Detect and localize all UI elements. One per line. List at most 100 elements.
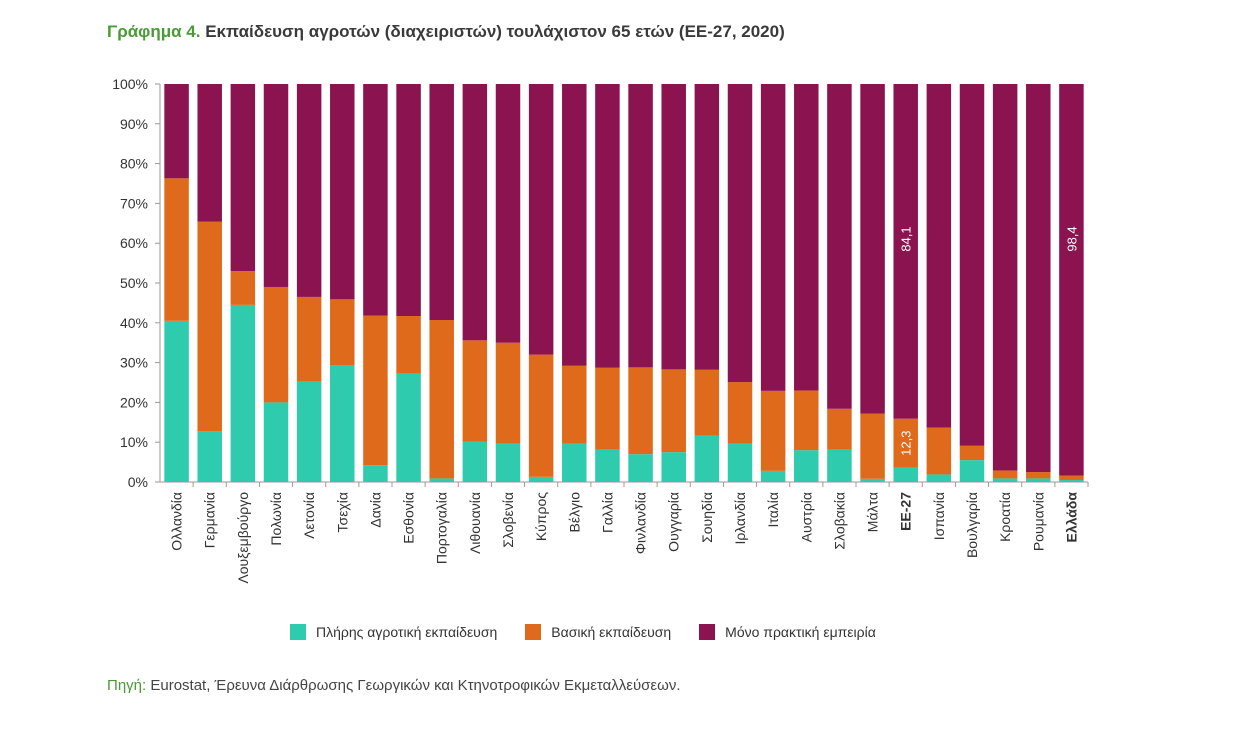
- bar-segment: [893, 467, 918, 482]
- bar-segment: [661, 369, 686, 453]
- bar-segment: [595, 367, 620, 450]
- bar-segment: [462, 340, 488, 442]
- bar-segment: [1059, 480, 1084, 482]
- stacked-bar-chart: 0% 10% 20% 30% 40% 50% 60% 70% 80% 90% 100% Ολλανδί…: [112, 76, 1089, 584]
- bar-segment: [727, 382, 753, 444]
- bar-segment: [860, 84, 885, 414]
- y-tick-label: 30%: [120, 355, 148, 371]
- y-tick-label: 90%: [120, 116, 148, 132]
- x-tick-label: Λιθουανία: [467, 492, 483, 554]
- x-tick-label: Ελλάδα: [1063, 492, 1079, 543]
- x-tick-label: Ισπανία: [931, 492, 947, 540]
- bar-segment: [164, 178, 189, 321]
- bar-segment: [230, 271, 256, 305]
- bar-segment: [164, 84, 189, 179]
- bar-segment: [562, 84, 587, 366]
- x-tick-label: Λετονία: [301, 492, 317, 539]
- bar-segment: [230, 84, 256, 272]
- y-tick-label: 60%: [120, 235, 148, 251]
- y-tick-label: 70%: [120, 195, 148, 211]
- bar-segment: [595, 84, 620, 368]
- y-tick-label: 50%: [120, 275, 148, 291]
- bar-segment: [727, 443, 753, 482]
- legend-label-practical: Μόνο πρακτική εμπειρία: [725, 624, 876, 640]
- x-tick-label: Βουλγαρία: [964, 492, 980, 558]
- bar-segment: [462, 84, 488, 341]
- bar-segment: [992, 470, 1018, 479]
- bar-segment: [860, 413, 885, 479]
- x-tick-label: Γαλλία: [599, 492, 615, 533]
- bar-segment: [528, 354, 554, 477]
- x-tick-label: Σλοβακία: [831, 492, 847, 550]
- x-tick-label: Αυστρία: [798, 492, 814, 542]
- legend-swatch-practical: [699, 624, 716, 640]
- bar-segment: [562, 365, 587, 444]
- bar-segment: [429, 478, 454, 482]
- bar-segment: [959, 445, 985, 461]
- bar-segment: [164, 320, 189, 482]
- bar-segment: [296, 296, 322, 382]
- source-lead: Πηγή:: [107, 677, 147, 694]
- bar-segment: [1059, 475, 1084, 481]
- bar-segment: [727, 84, 753, 383]
- bar-segment: [562, 443, 587, 482]
- bar-segment: [263, 84, 289, 287]
- bar-segment: [860, 478, 885, 482]
- x-tick-label: ΕΕ-27: [898, 492, 914, 531]
- bar-segment: [230, 304, 256, 482]
- chart-title: Γράφημα 4. Εκπαίδευση αγροτών (διαχειρισ…: [107, 22, 785, 42]
- bar-segment: [396, 373, 421, 482]
- data-label: 98,4: [1064, 226, 1079, 251]
- bar-segment: [827, 84, 852, 409]
- bar-segment: [363, 84, 388, 316]
- bar-segment: [495, 342, 521, 444]
- chart-title-lead: Γράφημα 4.: [107, 22, 201, 41]
- bar-segment: [197, 221, 222, 432]
- x-tick-label: Βέλγιο: [566, 492, 582, 533]
- bar-segment: [462, 441, 488, 482]
- x-tick-label: Σουηδία: [699, 492, 715, 543]
- bar-segment: [992, 84, 1018, 471]
- bar-segment: [429, 84, 454, 321]
- bar-segment: [296, 84, 322, 297]
- data-label: 84,1: [899, 226, 914, 251]
- x-tick-label: Εσθονία: [401, 492, 417, 544]
- bar-segment: [429, 320, 454, 479]
- bar-segment: [1026, 472, 1051, 479]
- bar-segment: [661, 84, 686, 370]
- bar-segment: [893, 418, 918, 468]
- source-note: Πηγή: Eurostat, Έρευνα Διάρθρωσης Γεωργι…: [107, 677, 681, 694]
- bar-segment: [628, 454, 653, 482]
- bar-segment: [959, 84, 985, 446]
- bar-segment: [595, 449, 620, 482]
- legend-item-full: Πλήρης αγροτική εκπαίδευση: [290, 624, 497, 640]
- bar-segment: [628, 84, 653, 368]
- bar-segment: [263, 286, 289, 403]
- bar-segment: [959, 460, 985, 482]
- bar-segment: [926, 474, 952, 482]
- data-label: 12,3: [899, 431, 914, 456]
- x-tick-label: Ιρλανδία: [732, 492, 748, 544]
- x-tick-label: Μάλτα: [865, 492, 881, 532]
- bar-segment: [363, 465, 388, 482]
- bar-segment: [760, 390, 786, 471]
- bar-segment: [528, 476, 554, 482]
- x-tick-label: Ουγγαρία: [666, 492, 682, 552]
- x-tick-label: Δανία: [367, 492, 383, 528]
- legend-item-basic: Βασική εκπαίδευση: [525, 624, 671, 640]
- bar-segment: [760, 470, 786, 482]
- chart-legend: Πλήρης αγροτική εκπαίδευση Βασική εκπαίδ…: [290, 624, 876, 640]
- bar-segment: [363, 315, 388, 466]
- bar-segment: [495, 443, 521, 482]
- bar-segment: [197, 84, 222, 222]
- chart-title-text: Εκπαίδευση αγροτών (διαχειριστών) τουλάχ…: [205, 22, 785, 41]
- bar-segment: [330, 84, 355, 300]
- bar-segment: [396, 84, 421, 317]
- x-tick-label: Πορτογαλία: [434, 492, 450, 564]
- bar-segment: [893, 84, 918, 419]
- legend-swatch-basic: [525, 624, 542, 640]
- x-tick-label: Ρουμανία: [1030, 492, 1046, 551]
- x-tick-label: Γερμανία: [202, 492, 218, 548]
- bar-segment: [528, 84, 554, 355]
- bar-segment: [926, 84, 952, 428]
